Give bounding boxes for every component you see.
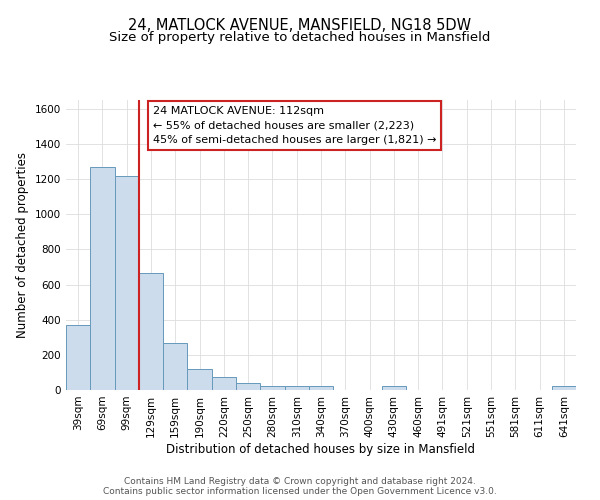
Bar: [309, 386, 333, 390]
Bar: [284, 386, 309, 390]
Bar: [66, 325, 90, 390]
Text: 24 MATLOCK AVENUE: 112sqm
← 55% of detached houses are smaller (2,223)
45% of se: 24 MATLOCK AVENUE: 112sqm ← 55% of detac…: [152, 106, 436, 146]
Bar: [115, 176, 139, 390]
Bar: [260, 386, 284, 390]
Text: Size of property relative to detached houses in Mansfield: Size of property relative to detached ho…: [109, 31, 491, 44]
Text: Contains HM Land Registry data © Crown copyright and database right 2024.: Contains HM Land Registry data © Crown c…: [124, 478, 476, 486]
Text: 24, MATLOCK AVENUE, MANSFIELD, NG18 5DW: 24, MATLOCK AVENUE, MANSFIELD, NG18 5DW: [128, 18, 472, 32]
Bar: [139, 273, 163, 390]
Text: Contains public sector information licensed under the Open Government Licence v3: Contains public sector information licen…: [103, 487, 497, 496]
Bar: [163, 342, 187, 390]
Bar: [187, 369, 212, 390]
Bar: [552, 386, 576, 390]
Bar: [236, 383, 260, 390]
X-axis label: Distribution of detached houses by size in Mansfield: Distribution of detached houses by size …: [167, 442, 476, 456]
Bar: [382, 386, 406, 390]
Bar: [90, 167, 115, 390]
Bar: [212, 377, 236, 390]
Y-axis label: Number of detached properties: Number of detached properties: [16, 152, 29, 338]
